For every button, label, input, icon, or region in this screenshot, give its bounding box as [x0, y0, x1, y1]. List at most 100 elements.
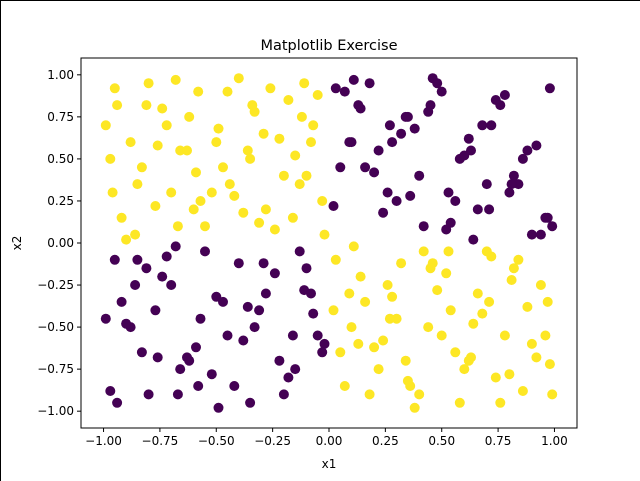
- scatter-point: [125, 137, 136, 148]
- scatter-point: [506, 275, 517, 285]
- scatter-point: [254, 217, 265, 228]
- scatter-point: [508, 263, 519, 274]
- scatter-point: [105, 386, 116, 396]
- scatter-point: [287, 330, 298, 341]
- scatter-point: [222, 330, 233, 341]
- scatter-point: [348, 241, 359, 252]
- scatter-point: [222, 86, 233, 97]
- scatter-point: [170, 241, 181, 252]
- scatter-point: [418, 221, 429, 232]
- scatter-point: [477, 120, 488, 131]
- scatter-point: [319, 229, 330, 240]
- scatter-point: [432, 78, 443, 89]
- scatter-point: [116, 296, 127, 307]
- window-border-left: [0, 0, 1, 481]
- scatter-point: [531, 352, 542, 363]
- scatter-point: [396, 258, 407, 269]
- scatter-point: [346, 322, 357, 333]
- scatter-point: [278, 170, 289, 181]
- scatter-point: [182, 352, 192, 363]
- scatter-point: [425, 263, 436, 274]
- y-axis-ticks: −1.00 −0.75 −0.50 −0.25 0.00 0.25 0.50 0.75 1.00: [37, 68, 81, 418]
- scatter-point: [423, 322, 434, 333]
- scatter-point: [522, 145, 533, 156]
- scatter-point: [136, 347, 147, 358]
- scatter-point: [265, 83, 276, 94]
- scatter-point: [373, 145, 384, 156]
- scatter-point: [450, 196, 461, 206]
- scatter-point: [238, 335, 249, 346]
- y-axis-label: x2: [10, 236, 24, 251]
- scatter-point: [409, 402, 420, 413]
- x-tick-label: −0.25: [254, 434, 291, 448]
- scatter-point: [182, 145, 192, 156]
- axes-frame: [80, 57, 578, 429]
- scatter-point: [258, 128, 269, 139]
- scatter-point: [218, 296, 228, 307]
- scatter-point: [391, 196, 402, 206]
- scatter-point: [373, 364, 384, 375]
- scatter-point: [432, 285, 443, 296]
- scatter-point: [513, 254, 524, 265]
- y-tick-label: 1.00: [47, 68, 74, 82]
- scatter-point: [378, 207, 389, 218]
- scatter-point: [308, 308, 319, 319]
- scatter-point: [387, 291, 398, 302]
- scatter-point: [441, 268, 452, 279]
- scatter-point: [301, 263, 312, 274]
- scatter-point: [328, 305, 339, 316]
- scatter-point: [109, 83, 120, 94]
- scatter-point: [486, 120, 497, 131]
- scatter-point: [387, 137, 398, 148]
- scatter-point: [344, 137, 355, 148]
- x-tick-label: −0.75: [142, 434, 179, 448]
- scatter-point: [242, 301, 253, 312]
- y-tick-label: −0.75: [37, 362, 74, 376]
- scatter-point: [242, 145, 253, 156]
- scatter-point: [157, 271, 168, 282]
- scatter-point: [238, 207, 249, 218]
- scatter-point: [436, 330, 447, 341]
- scatter-point: [161, 251, 172, 262]
- scatter-point: [504, 187, 515, 198]
- scatter-point: [283, 372, 294, 383]
- scatter-point: [378, 335, 389, 346]
- scatter-point: [152, 140, 163, 151]
- scatter-point: [364, 389, 375, 400]
- scatter-point: [400, 355, 411, 366]
- scatter-point: [547, 221, 558, 232]
- scatter-point: [283, 95, 294, 105]
- scatter-point: [508, 170, 519, 181]
- scatter-point: [166, 280, 177, 290]
- scatter-point: [517, 153, 528, 164]
- scatter-point: [308, 120, 319, 131]
- scatter-point: [290, 150, 301, 161]
- scatter-point: [364, 78, 375, 89]
- scatter-point: [170, 74, 181, 85]
- scatter-point: [384, 120, 395, 131]
- scatter-point: [249, 322, 260, 333]
- scatter-point: [218, 162, 228, 173]
- scatter-point: [152, 352, 163, 363]
- x-tick-label: 0.50: [428, 434, 455, 448]
- scatter-point: [535, 280, 546, 290]
- scatter-point: [211, 137, 222, 148]
- scatter-point: [306, 288, 316, 299]
- scatter-point: [278, 389, 289, 400]
- scatter-point: [360, 296, 371, 307]
- x-tick-label: 1.00: [541, 434, 568, 448]
- scatter-point: [414, 389, 425, 400]
- y-tick-label: −0.50: [37, 320, 74, 334]
- scatter-point: [116, 212, 127, 223]
- scatter-point: [294, 246, 305, 257]
- scatter-point: [141, 100, 152, 111]
- scatter-point: [143, 389, 154, 400]
- scatter-point: [206, 187, 217, 198]
- x-axis-label: x1: [322, 457, 337, 471]
- scatter-point: [348, 74, 359, 85]
- scatter-point: [299, 78, 310, 89]
- scatter-point: [254, 305, 265, 316]
- scatter-point: [260, 204, 271, 215]
- x-tick-label: −0.50: [198, 434, 235, 448]
